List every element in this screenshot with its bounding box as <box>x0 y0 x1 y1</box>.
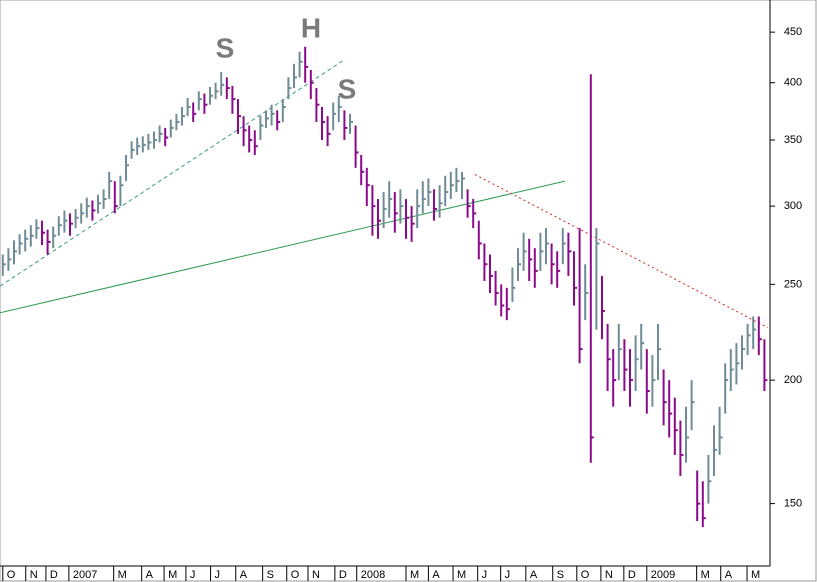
x-tick-label: J <box>505 569 511 581</box>
x-tick-label: A <box>530 569 538 581</box>
x-tick-label: M <box>457 569 466 581</box>
x-tick-label: M <box>118 569 127 581</box>
y-tick-label: 300 <box>784 200 802 212</box>
x-tick-label: D <box>339 569 347 581</box>
annotation: H <box>301 12 321 43</box>
y-tick-label: 250 <box>784 278 802 290</box>
y-tick-label: 450 <box>784 26 802 38</box>
x-tick-label: M <box>751 569 760 581</box>
x-tick-label: N <box>312 569 320 581</box>
annotation: S <box>338 73 357 104</box>
x-tick-label: 2007 <box>73 569 97 581</box>
x-tick-label: M <box>701 569 710 581</box>
x-tick-label: D <box>50 569 58 581</box>
x-tick-label: O <box>291 569 300 581</box>
x-tick-label: A <box>432 569 440 581</box>
x-tick-label: N <box>605 569 613 581</box>
x-tick-label: 2008 <box>361 569 385 581</box>
x-tick-label: J <box>215 569 221 581</box>
x-tick-label: D <box>628 569 636 581</box>
x-tick-label: N <box>30 569 38 581</box>
x-tick-label: M <box>410 569 419 581</box>
x-tick-label: M <box>168 569 177 581</box>
x-tick-label: J <box>482 569 488 581</box>
x-tick-label: A <box>240 569 248 581</box>
trendline <box>0 180 566 314</box>
trendline <box>474 173 768 329</box>
trendline <box>0 59 345 287</box>
x-tick-label: O <box>581 569 590 581</box>
y-tick-label: 400 <box>784 77 802 89</box>
x-tick-label: 2009 <box>651 569 675 581</box>
y-tick-label: 150 <box>784 497 802 509</box>
x-tick-label: A <box>725 569 733 581</box>
x-tick-label: S <box>557 569 564 581</box>
y-tick-label: 200 <box>784 374 802 386</box>
x-tick-label: O <box>7 569 16 581</box>
x-tick-label: J <box>190 569 196 581</box>
annotation: S <box>216 32 235 63</box>
x-tick-label: S <box>267 569 274 581</box>
x-tick-label: A <box>146 569 154 581</box>
y-tick-label: 350 <box>784 134 802 146</box>
